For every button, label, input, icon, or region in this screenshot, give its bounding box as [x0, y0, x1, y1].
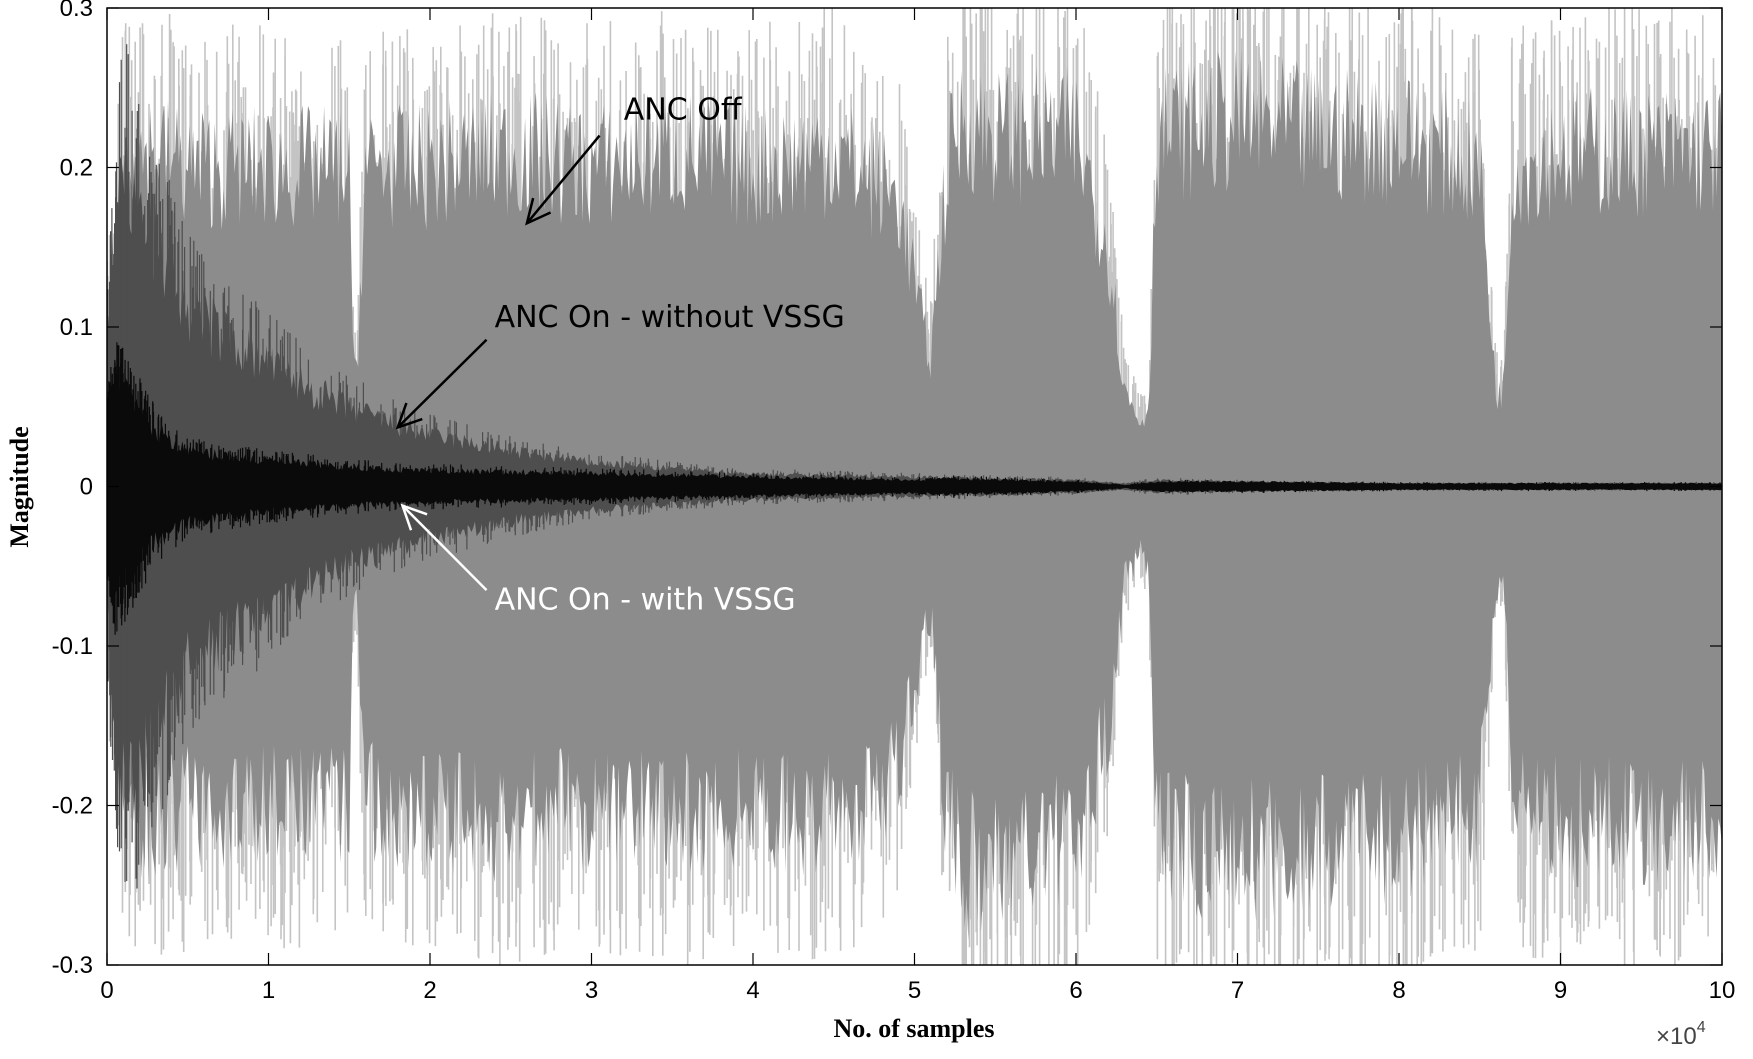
- y-tick-label: -0.1: [52, 633, 93, 660]
- x-tick-label: 10: [1709, 977, 1736, 1004]
- annotation-arrow-head: [525, 197, 552, 226]
- x-tick-label: 8: [1392, 977, 1405, 1004]
- annotation-label: ANC Off: [624, 93, 743, 128]
- series-3: [107, 342, 1722, 635]
- y-tick-label: 0: [80, 474, 93, 501]
- annotation-label: ANC On - without VSSG: [495, 300, 845, 335]
- x-tick-label: 7: [1231, 977, 1244, 1004]
- annotation-3: ANC On - with VSSG: [400, 503, 796, 617]
- annotation-label: ANC On - with VSSG: [495, 582, 796, 617]
- x-axis-multiplier-base: ×10: [1656, 1023, 1697, 1050]
- y-tick-label: -0.3: [52, 952, 93, 979]
- y-tick-label: 0.3: [60, 0, 93, 22]
- x-axis-multiplier: ×104: [1656, 1019, 1706, 1050]
- annotations: ANC Off ANC On - without VSSG ANC On - wit…: [395, 93, 845, 617]
- series-3-area: [107, 371, 1722, 605]
- axis-ticks: 0 1 2 3 4 5 6 7 8 9 10 0.3 0.2 0.1 0 -0.1 -0.2 -0.3: [52, 0, 1736, 1004]
- y-tick-label: 0.2: [60, 155, 93, 182]
- y-tick-label: -0.2: [52, 793, 93, 820]
- annotation-2: ANC On - without VSSG: [395, 300, 845, 430]
- x-tick-label: 1: [262, 977, 275, 1004]
- x-tick-label: 2: [423, 977, 436, 1004]
- x-tick-label: 5: [908, 977, 921, 1004]
- annotation-arrow-head: [400, 503, 428, 531]
- annotation-1: ANC Off: [525, 93, 743, 226]
- x-axis-label: No. of samples: [833, 1014, 994, 1043]
- x-tick-label: 9: [1554, 977, 1567, 1004]
- y-axis-label: Magnitude: [5, 426, 34, 547]
- x-tick-label: 3: [585, 977, 598, 1004]
- x-tick-label: 4: [746, 977, 759, 1004]
- plot-content: [107, 8, 1722, 965]
- y-tick-label: 0.1: [60, 314, 93, 341]
- x-tick-label: 0: [100, 977, 113, 1004]
- x-tick-label: 6: [1069, 977, 1082, 1004]
- x-axis-multiplier-exponent: 4: [1697, 1019, 1706, 1036]
- series-3-spikes: [107, 342, 1721, 635]
- annotation-arrow-shaft: [396, 338, 488, 429]
- annotation-arrow-shaft: [401, 504, 488, 592]
- annotation-arrow-shaft: [525, 134, 601, 225]
- annotation-arrow-head: [395, 402, 423, 430]
